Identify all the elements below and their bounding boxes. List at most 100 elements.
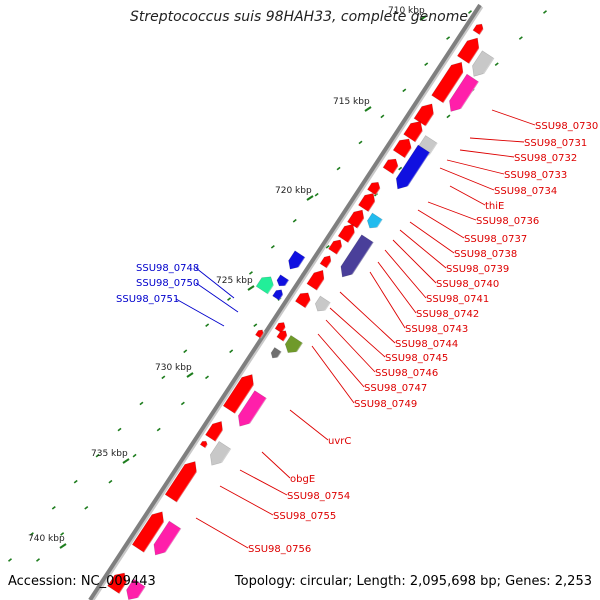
gene-feature-highlight xyxy=(404,142,416,159)
gene-feature-shape xyxy=(403,121,423,143)
leader-line xyxy=(195,267,235,299)
gene-label: SSU98_0750 xyxy=(136,278,199,289)
leader-line xyxy=(329,307,386,358)
kbp-scale: 710 kbp 715 kbp 720 kbp 725 kbp 730 kbp 735 k… xyxy=(28,6,427,549)
gene-feature-shape xyxy=(131,511,164,553)
gene-feature-shape xyxy=(276,330,288,342)
gene-feature xyxy=(357,192,379,213)
gene-feature-highlight xyxy=(336,242,346,255)
leader-line xyxy=(392,239,437,284)
gene-label: SSU98_0739 xyxy=(446,264,509,275)
gene-feature-highlight xyxy=(479,58,495,81)
gene-feature xyxy=(255,276,278,295)
gene-feature-highlight xyxy=(468,41,484,65)
gene-label: SSU98_0754 xyxy=(287,491,350,502)
gene-feature-shape xyxy=(107,572,127,595)
gene-feature-shape xyxy=(294,292,311,309)
tick-dot xyxy=(205,375,209,380)
gene-feature-highlight xyxy=(244,397,268,431)
gene-feature-highlight xyxy=(375,184,384,196)
kbp-tick xyxy=(419,15,427,21)
gene-feature xyxy=(449,73,480,116)
gene-feature-highlight xyxy=(326,257,334,269)
gene-feature-highlight xyxy=(442,65,469,104)
tick-dot xyxy=(60,532,65,536)
gene-feature-highlight xyxy=(217,448,232,470)
gene-feature-shape xyxy=(272,289,284,301)
gene-feature xyxy=(126,578,146,600)
gene-feature-highlight xyxy=(424,142,438,162)
tick-dot xyxy=(446,114,451,119)
gene-feature-shape xyxy=(337,223,355,244)
gene-feature-shape xyxy=(288,250,306,270)
gene-feature-highlight xyxy=(356,212,368,229)
tick-dot xyxy=(402,88,407,93)
gene-feature-shape xyxy=(413,103,434,127)
gene-feature xyxy=(403,121,427,143)
tick-dot xyxy=(183,349,188,354)
tick-dot xyxy=(380,114,385,119)
gene-feature-shape xyxy=(284,335,304,353)
leader-line xyxy=(317,333,365,388)
gene-feature xyxy=(276,274,290,290)
gene-feature xyxy=(284,335,304,357)
kbp-tick xyxy=(247,285,255,291)
gene-feature xyxy=(328,239,346,255)
gene-feature-shape xyxy=(456,37,480,65)
gene-feature xyxy=(392,138,416,159)
gene-feature-shape xyxy=(237,390,267,427)
gene-label: SSU98_0747 xyxy=(364,383,427,394)
gene-label: SSU98_0740 xyxy=(436,279,499,290)
gene-feature xyxy=(272,289,286,301)
tick-dot xyxy=(325,245,330,249)
gene-feature-highlight xyxy=(479,25,486,36)
gene-feature-shape xyxy=(347,209,365,229)
leader-line xyxy=(239,469,288,496)
gene-feature-highlight xyxy=(176,464,202,503)
gene-feature-highlight xyxy=(275,351,282,361)
gene-feature-shape xyxy=(314,295,331,312)
leader-line xyxy=(195,282,239,313)
genome-backbone xyxy=(88,3,484,600)
gene-feature-highlight xyxy=(282,279,290,290)
gene-feature-highlight xyxy=(143,515,169,553)
leader-line xyxy=(469,137,525,143)
leader-line xyxy=(261,451,291,479)
gene-feature-shape xyxy=(255,276,274,295)
gene-feature-shape xyxy=(395,144,431,190)
gene-feature xyxy=(107,572,131,595)
gene-feature xyxy=(431,61,469,104)
topology-text: Topology: circular; Length: 2,095,698 bp… xyxy=(234,574,592,589)
accession-text: Accession: NC_009443 xyxy=(8,574,156,589)
gene-label: uvrC xyxy=(328,436,351,447)
kbp-label: 740 kbp xyxy=(28,534,65,544)
gene-label: SSU98_0742 xyxy=(416,309,479,320)
gene-feature-shape xyxy=(153,520,182,556)
gene-feature-highlight xyxy=(316,273,329,291)
gene-feature xyxy=(294,292,314,309)
gene-feature xyxy=(237,390,268,431)
label-leader-lines xyxy=(175,109,536,549)
gene-feature-shape xyxy=(276,274,290,287)
gene-feature-shape xyxy=(357,192,376,213)
kbp-label: 710 kbp xyxy=(388,6,425,16)
gene-feature xyxy=(367,181,384,196)
gene-feature xyxy=(456,37,484,65)
gene-feature-highlight xyxy=(392,161,402,175)
tick-dot xyxy=(227,297,232,301)
gene-feature-highlight xyxy=(133,586,146,600)
tick-dot xyxy=(36,558,40,562)
leader-line xyxy=(175,298,225,327)
gene-label: SSU98_0743 xyxy=(405,324,468,335)
gene-label: thiE xyxy=(485,201,504,212)
tick-dot xyxy=(468,10,472,14)
gene-label: SSU98_0745 xyxy=(385,353,448,364)
tick-dot xyxy=(29,532,34,536)
gene-feature-shape xyxy=(340,234,374,278)
gene-label: SSU98_0731 xyxy=(524,138,587,149)
gene-feature-shape xyxy=(328,239,343,255)
gene-feature-highlight xyxy=(347,242,375,282)
tick-dot xyxy=(205,323,210,327)
gene-feature-highlight xyxy=(367,196,379,213)
tick-dot xyxy=(132,453,137,458)
